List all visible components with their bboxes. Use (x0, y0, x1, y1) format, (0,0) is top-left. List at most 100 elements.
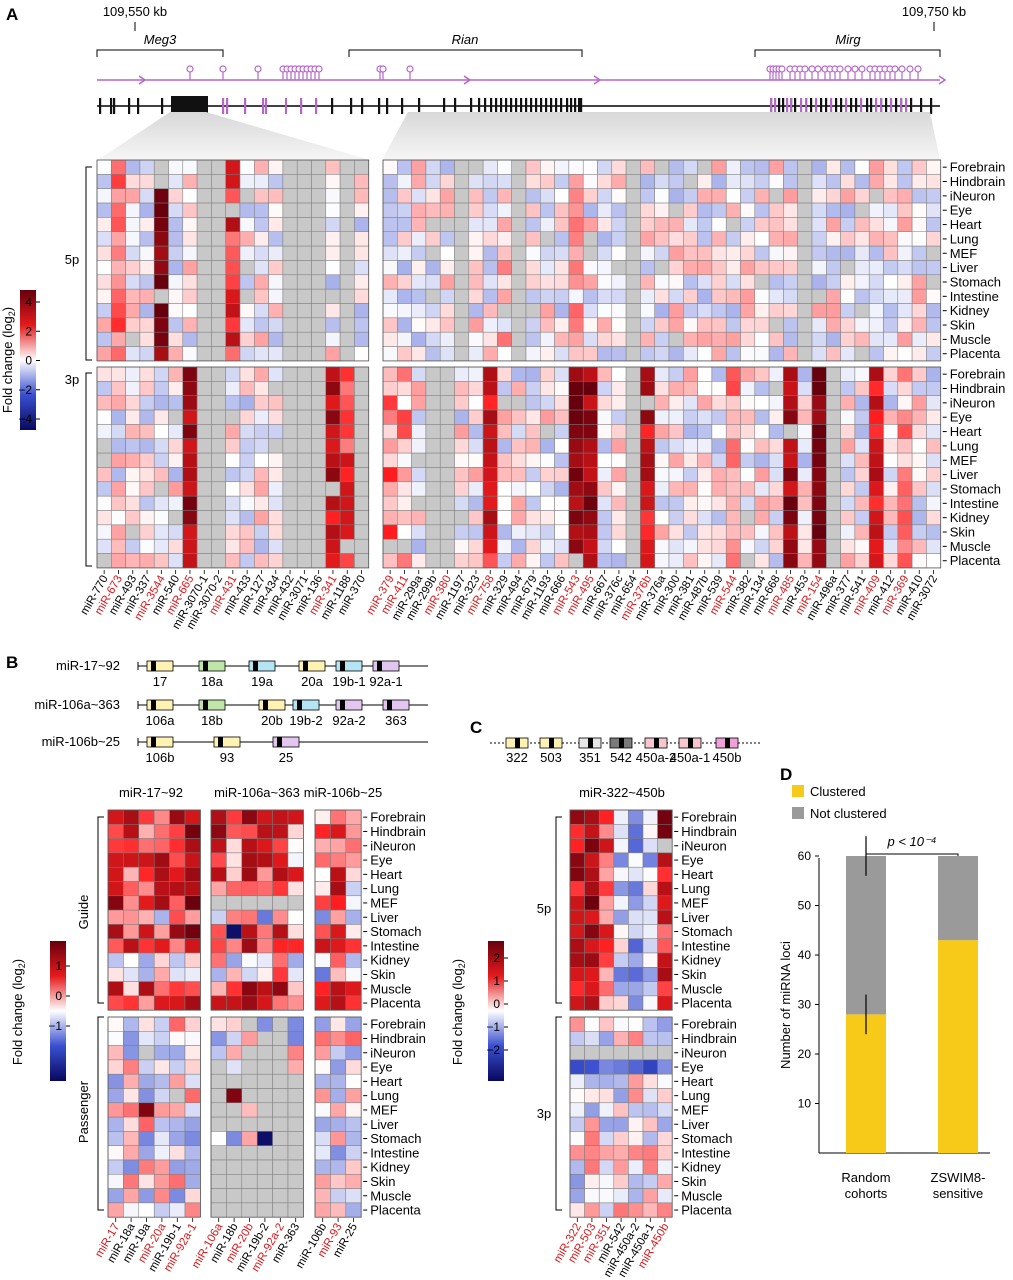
heatmap-cell (382, 217, 398, 232)
heatmap-cell (540, 288, 555, 304)
heatmap-cell (196, 467, 212, 483)
heatmap-cell (111, 317, 126, 333)
heatmap-cell (854, 188, 870, 204)
heatmap-cell (210, 1159, 227, 1175)
gene-label: 92a-2 (332, 713, 365, 728)
heatmap-cell (569, 895, 585, 911)
heatmap-cell (345, 1016, 362, 1032)
heatmap-cell (497, 452, 512, 468)
heatmap-cell (153, 481, 169, 497)
heatmap-cell (840, 481, 856, 497)
heatmap-cell (311, 174, 327, 189)
heatmap-cell (540, 452, 555, 468)
heatmap-cell (382, 303, 398, 319)
heatmap-cell (482, 481, 498, 497)
heatmap-cell (196, 174, 212, 189)
heatmap-cell (226, 1073, 243, 1089)
heatmap-cell (96, 438, 112, 454)
heatmap-cell (138, 1202, 155, 1218)
heatmap-cell (439, 495, 455, 511)
heatmap-cell (711, 524, 727, 540)
heatmap-cell (314, 981, 331, 997)
heatmap-cell (169, 967, 186, 982)
heatmap-cell (96, 202, 112, 218)
heatmap-cell (711, 366, 727, 382)
tissue-label: Skin (950, 318, 975, 333)
heatmap-cell (854, 467, 870, 483)
heatmap-cell (138, 1059, 155, 1075)
heatmap-cell (439, 331, 455, 347)
heatmap-cell (123, 1131, 140, 1146)
heatmap-cell (345, 909, 362, 925)
heatmap-cell (345, 967, 362, 982)
heatmap-cell (169, 995, 186, 1011)
heatmap-cell (525, 202, 541, 218)
heatmap-cell (598, 1031, 615, 1046)
heatmap-cell (640, 366, 655, 382)
heatmap-cell (783, 495, 798, 511)
heatmap-cell (425, 395, 441, 411)
heatmap-cell (239, 538, 255, 554)
heatmap-cell (840, 495, 856, 511)
heatmap-cell (107, 1016, 124, 1032)
heatmap-cell (411, 424, 427, 439)
heatmap-cell (211, 159, 226, 175)
heatmap-cell (897, 381, 913, 396)
heatmap-cell (868, 159, 884, 175)
heatmap-cell (439, 260, 455, 276)
gene-label-rian: Rian (452, 32, 479, 47)
heatmap-cell (268, 524, 284, 540)
heatmap-cell (654, 202, 670, 218)
heatmap-cell (697, 217, 713, 232)
heatmap-cell (325, 346, 341, 362)
bars (846, 836, 978, 1153)
heatmap-cell (239, 159, 255, 175)
heatmap-cell (138, 1102, 155, 1118)
heatmap-cell (511, 331, 527, 347)
heatmap-cell (797, 174, 813, 189)
heatmap-cell (125, 495, 141, 511)
heatmap-cell (425, 346, 441, 362)
heatmap-cell (642, 895, 658, 911)
pri-mirna-box (248, 660, 276, 672)
heatmap-cell (296, 188, 312, 204)
heatmap-cell (287, 1116, 304, 1132)
heatmap-cell (439, 510, 455, 526)
heatmap-cell (668, 553, 684, 569)
heatmap-cell (525, 510, 541, 526)
heatmap-cell (642, 1202, 658, 1218)
heatmap-cell (711, 553, 727, 569)
heatmap-cell (314, 967, 331, 982)
heatmap-cell (330, 824, 347, 839)
pri-mirna-box (198, 660, 226, 672)
heatmap-cell (683, 510, 698, 526)
heatmap-cell (768, 202, 784, 218)
heatmap-cell (241, 1045, 258, 1061)
heatmap-cell (497, 381, 512, 396)
heatmap-cell (296, 274, 312, 290)
heatmap-cell (268, 202, 284, 218)
heatmap-cell (345, 1031, 362, 1046)
heatmap-cell (454, 424, 470, 439)
heatmap-cell (397, 524, 412, 540)
heatmap-cell (226, 824, 243, 839)
panel-b-side-labels: Guide Passenger 10−1 Fold change (log2) (10, 816, 104, 1211)
genome-track: 109,550 kb 109,750 kb Meg3 Rian Mirg (96, 4, 966, 160)
heatmap-cell (868, 202, 884, 218)
heatmap-cell (256, 952, 273, 968)
heatmap-cell (210, 1202, 227, 1218)
heatmap-cell (840, 260, 856, 276)
heatmap-cell (668, 303, 684, 319)
heatmap-cell (314, 1045, 331, 1061)
heatmap-cell (138, 1131, 155, 1146)
heatmap-cell (211, 481, 226, 497)
heatmap-cell (425, 303, 441, 319)
heatmap-cell (211, 303, 226, 319)
heatmap-cell (226, 1045, 243, 1061)
heatmap-cell (597, 481, 613, 497)
heatmap-cell (153, 452, 169, 468)
heatmap-cell (584, 1202, 600, 1218)
heatmap-cell (569, 1031, 585, 1046)
heatmap-cell (582, 174, 598, 189)
heatmap-a-left-3p (96, 366, 370, 569)
